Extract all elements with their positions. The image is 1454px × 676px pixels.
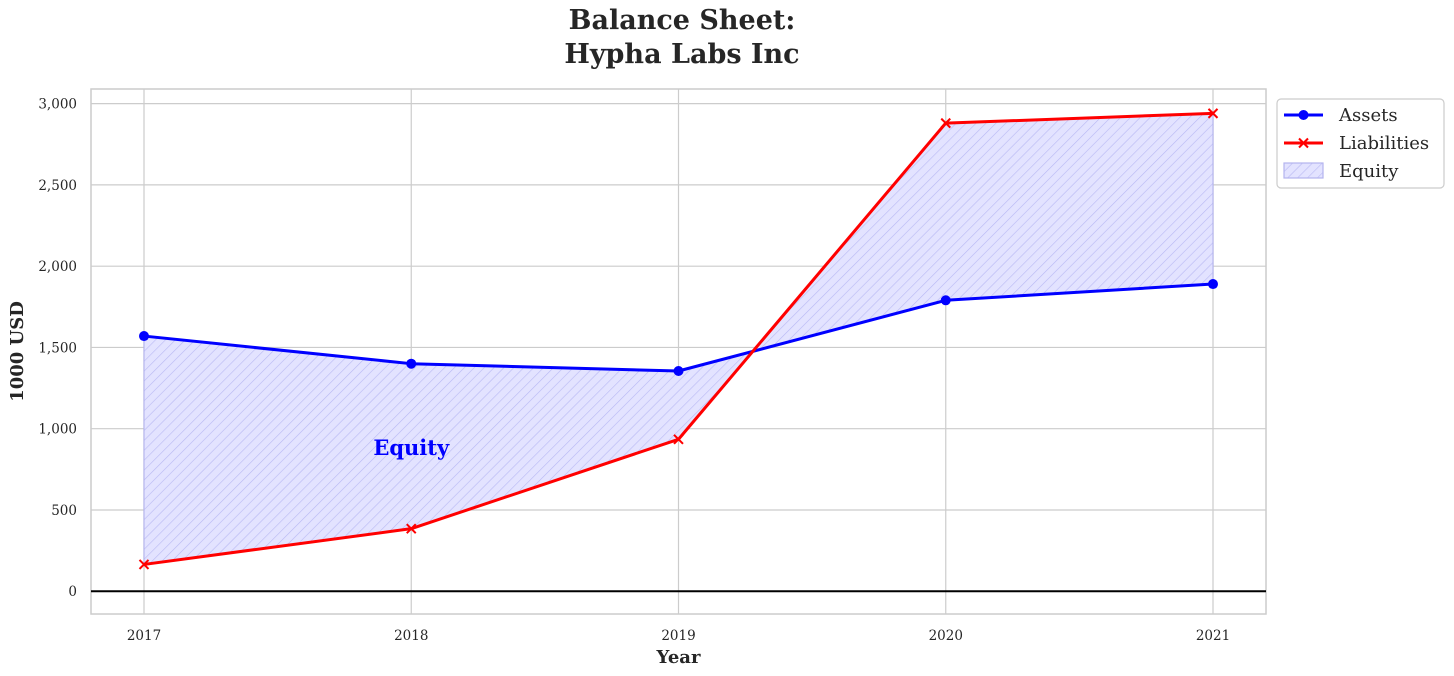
point-liabilities <box>406 523 417 534</box>
legend-label: Equity <box>1339 161 1399 182</box>
point-liabilities <box>1207 108 1219 119</box>
point-liabilities <box>940 117 951 129</box>
legend-item-equity: Equity <box>1283 161 1399 182</box>
x-axis-label: Year <box>656 647 701 668</box>
equity-annotation: Equity <box>373 435 450 460</box>
x-tick-label: 2019 <box>661 628 695 644</box>
point-assets <box>139 331 149 342</box>
legend: Assets Liabilities Equity <box>1276 98 1445 189</box>
point-liabilities <box>673 434 684 445</box>
x-tick-label: 2018 <box>394 628 428 644</box>
y-tick-label: 2,500 <box>38 178 77 194</box>
point-assets <box>940 295 951 306</box>
y-tick-label: 1,500 <box>38 340 77 356</box>
legend-label: Liabilities <box>1339 133 1429 154</box>
y-tick-label: 0 <box>68 584 77 600</box>
point-assets <box>1208 279 1218 290</box>
chart-title-line1: Balance Sheet: <box>568 5 796 36</box>
legend-item-assets: Assets <box>1284 105 1398 126</box>
y-tick-label: 2,000 <box>38 259 77 275</box>
legend-item-liabilities: Liabilities <box>1284 133 1429 154</box>
point-liabilities <box>138 559 150 570</box>
y-tick-label: 500 <box>51 503 77 519</box>
y-tick-label: 1,000 <box>38 422 77 438</box>
x-tick-label: 2020 <box>929 628 963 644</box>
point-assets <box>406 358 417 369</box>
point-assets <box>673 366 684 377</box>
legend-label: Assets <box>1338 105 1398 126</box>
chart-title: Balance Sheet: Hypha Labs Inc <box>0 4 1364 72</box>
chart-title-line2: Hypha Labs Inc <box>564 39 800 70</box>
x-tick-label: 2021 <box>1196 628 1230 644</box>
x-tick-label: 2017 <box>127 628 161 644</box>
y-tick-label: 3,000 <box>38 97 77 113</box>
y-axis-label: 1000 USD <box>7 301 28 402</box>
